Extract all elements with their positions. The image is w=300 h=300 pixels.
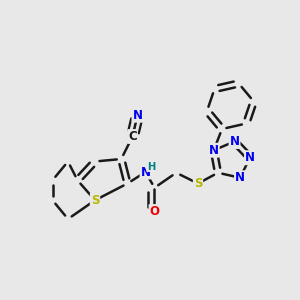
Text: N: N	[230, 135, 239, 148]
Text: C: C	[128, 130, 137, 143]
Text: N: N	[209, 144, 219, 157]
Text: H: H	[147, 161, 155, 172]
Text: S: S	[194, 177, 202, 190]
Text: N: N	[235, 171, 245, 184]
Text: O: O	[149, 205, 160, 218]
Text: S: S	[91, 194, 99, 207]
Text: N: N	[140, 166, 151, 178]
Text: N: N	[245, 151, 255, 164]
Text: N: N	[133, 109, 142, 122]
